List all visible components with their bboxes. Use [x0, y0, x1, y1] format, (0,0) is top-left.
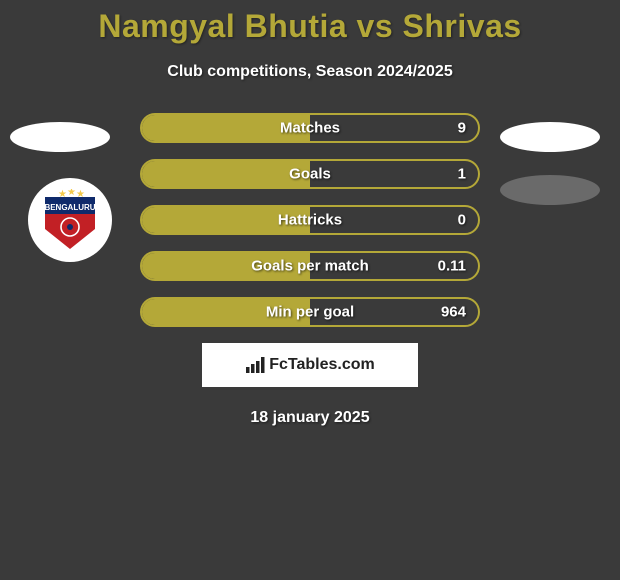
player-right-club-avatar: [500, 175, 600, 205]
stat-value-right: 964: [441, 304, 466, 321]
stat-label: Matches: [280, 120, 340, 137]
shield-icon: BENGALURU ★ ★ ★: [41, 189, 99, 251]
player-left-avatar: [10, 122, 110, 152]
stat-label: Hattricks: [278, 212, 342, 229]
stat-row: Min per goal 964: [140, 297, 480, 327]
stat-label: Min per goal: [266, 304, 354, 321]
stat-row: Matches 9: [140, 113, 480, 143]
snapshot-date: 18 january 2025: [0, 409, 620, 427]
comparison-card: Namgyal Bhutia vs Shrivas Club competiti…: [0, 0, 620, 427]
stat-row: Goals 1: [140, 159, 480, 189]
stat-row: Hattricks 0: [140, 205, 480, 235]
player-right-avatar: [500, 122, 600, 152]
stat-label: Goals per match: [251, 258, 369, 275]
stats-table: Matches 9 Goals 1 Hattricks 0 Goals per match 0…: [140, 113, 480, 327]
svg-text:★: ★: [58, 189, 67, 200]
stat-value-right: 0: [458, 212, 466, 229]
bar-chart-icon: [245, 356, 267, 374]
svg-text:★: ★: [67, 189, 76, 198]
svg-text:★: ★: [76, 189, 85, 200]
subtitle: Club competitions, Season 2024/2025: [0, 63, 620, 81]
stat-value-right: 9: [458, 120, 466, 137]
stat-fill: [142, 161, 310, 187]
stat-row: Goals per match 0.11: [140, 251, 480, 281]
player-left-club-badge: BENGALURU ★ ★ ★: [28, 178, 112, 262]
stat-value-right: 0.11: [438, 258, 466, 275]
brand-text: FcTables.com: [269, 356, 375, 374]
brand-badge[interactable]: FcTables.com: [202, 343, 418, 387]
page-title: Namgyal Bhutia vs Shrivas: [0, 0, 620, 45]
svg-text:BENGALURU: BENGALURU: [44, 203, 95, 212]
stat-value-right: 1: [458, 166, 466, 183]
stat-label: Goals: [289, 166, 331, 183]
